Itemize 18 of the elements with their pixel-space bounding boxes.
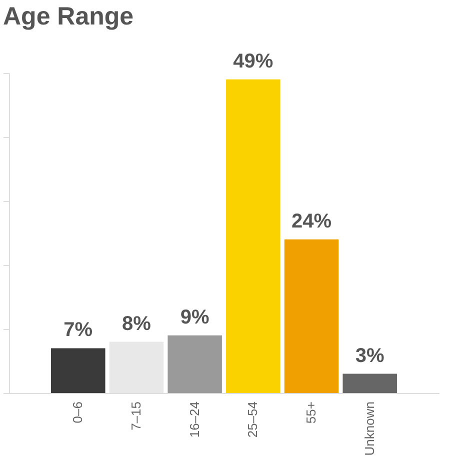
x-tick-label: 25–54 — [245, 402, 260, 438]
data-label: 7% — [64, 319, 93, 342]
x-tick-label: 7–15 — [128, 402, 144, 430]
bar — [284, 239, 339, 393]
x-tick-label: 0–6 — [70, 402, 86, 424]
bar — [51, 348, 106, 393]
chart-title: Age Range — [3, 2, 134, 30]
data-label: 8% — [122, 312, 152, 335]
x-tick-label: 55+ — [304, 402, 319, 424]
x-tick-label: 16–24 — [186, 402, 202, 438]
data-label: 3% — [355, 344, 385, 367]
x-tick-label: Unknown — [362, 402, 377, 456]
data-label: 24% — [292, 210, 332, 232]
data-label: 49% — [233, 50, 274, 72]
data-label: 9% — [180, 306, 210, 328]
bar — [226, 79, 280, 393]
bar — [168, 335, 222, 393]
bar — [342, 374, 397, 393]
